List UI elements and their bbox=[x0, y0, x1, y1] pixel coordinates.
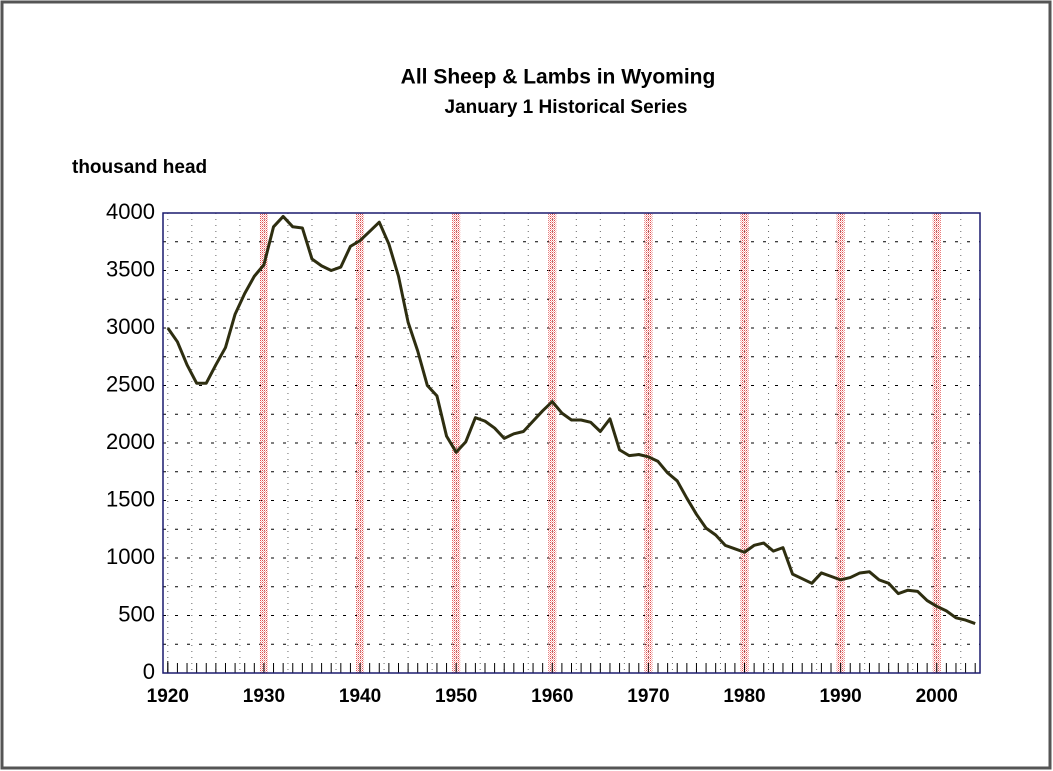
decade-band bbox=[548, 213, 557, 673]
data-line bbox=[166, 214, 976, 625]
x-tick-label: 1980 bbox=[723, 686, 765, 707]
x-tick-label: 1990 bbox=[819, 686, 861, 707]
decade-band bbox=[452, 213, 461, 673]
x-tick-label: 1920 bbox=[147, 686, 189, 707]
decade-band bbox=[644, 213, 653, 673]
y-tick-label: 1000 bbox=[106, 544, 155, 569]
y-tick-label: 2500 bbox=[106, 371, 155, 396]
x-tick-label: 1970 bbox=[627, 686, 669, 707]
x-tick-label: 1940 bbox=[339, 686, 381, 707]
y-tick-label: 4000 bbox=[106, 199, 155, 224]
y-tick-label: 0 bbox=[143, 659, 155, 684]
decade-band bbox=[740, 213, 749, 673]
decade-band bbox=[836, 213, 845, 673]
y-tick-label: 2000 bbox=[106, 429, 155, 454]
x-tick-label: 1930 bbox=[243, 686, 285, 707]
y-tick-label: 3000 bbox=[106, 314, 155, 339]
decade-band bbox=[932, 213, 941, 673]
chart-title: All Sheep & Lambs in Wyoming bbox=[401, 66, 716, 89]
x-tick-label: 1960 bbox=[531, 686, 573, 707]
decade-band bbox=[259, 213, 268, 673]
plot-border bbox=[162, 212, 981, 674]
y-tick-label: 1500 bbox=[106, 486, 155, 511]
x-tick-label: 2000 bbox=[916, 686, 958, 707]
y-tick-label: 3500 bbox=[106, 256, 155, 281]
chart-subtitle: January 1 Historical Series bbox=[445, 97, 688, 118]
y-axis-label: thousand head bbox=[72, 157, 207, 178]
x-tick-label: 1950 bbox=[435, 686, 477, 707]
decade-band bbox=[356, 213, 365, 673]
y-tick-label: 500 bbox=[118, 601, 155, 626]
